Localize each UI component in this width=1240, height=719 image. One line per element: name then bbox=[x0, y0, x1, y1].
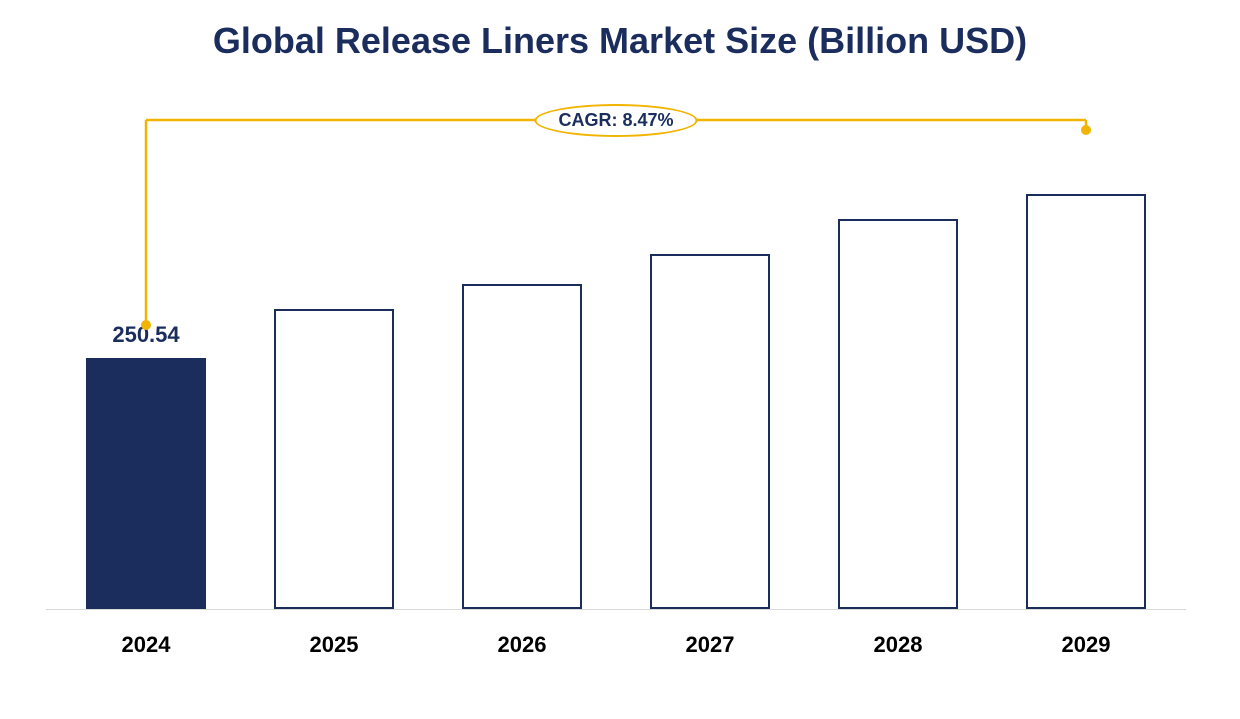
x-axis-label: 2025 bbox=[310, 632, 359, 658]
plot-region: 250.54 bbox=[46, 110, 1186, 610]
bar bbox=[1026, 194, 1146, 609]
bar bbox=[274, 309, 394, 609]
bar bbox=[462, 284, 582, 609]
x-axis-label: 2026 bbox=[498, 632, 547, 658]
x-axis-label: 2027 bbox=[686, 632, 735, 658]
bar bbox=[650, 254, 770, 609]
chart-area: 250.54 CAGR: 8.47% 202420252026202720282… bbox=[46, 110, 1186, 670]
bar bbox=[838, 219, 958, 609]
x-axis-label: 2024 bbox=[122, 632, 171, 658]
x-axis-label: 2028 bbox=[874, 632, 923, 658]
x-axis-label: 2029 bbox=[1062, 632, 1111, 658]
bar bbox=[86, 358, 206, 609]
chart-title: Global Release Liners Market Size (Billi… bbox=[0, 0, 1240, 62]
bar-value-label: 250.54 bbox=[112, 322, 179, 348]
cagr-badge: CAGR: 8.47% bbox=[534, 104, 697, 137]
